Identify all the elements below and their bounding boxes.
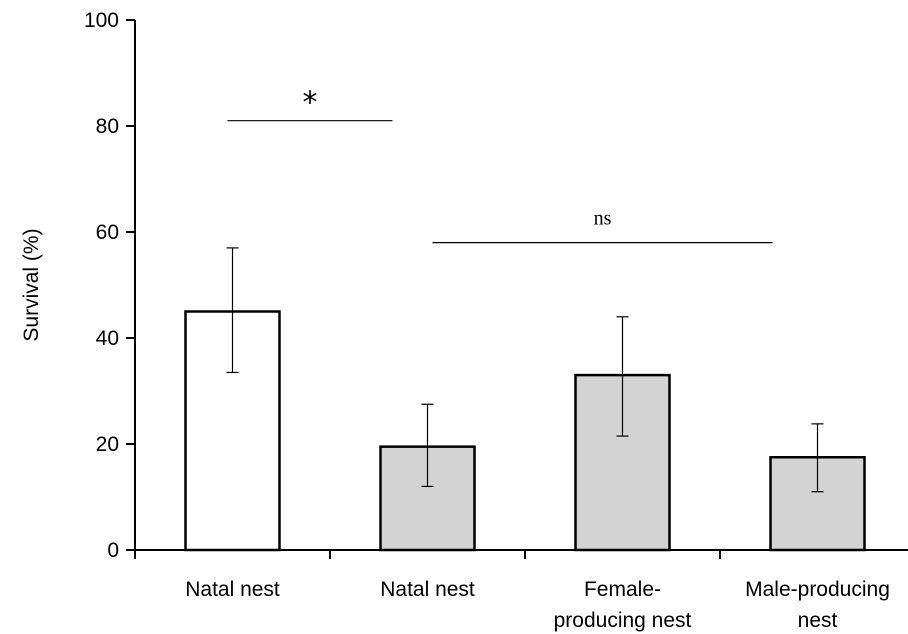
y-tick-label: 0 [107,539,119,562]
significance-annotations: * ns [227,86,773,244]
x-tick-label: Female-producing nest [554,578,692,632]
error-bars [226,247,824,493]
x-tick-label: Natal nest [380,578,475,601]
x-tick-label-line: Male-producing [745,578,890,601]
y-tick-label: 40 [96,327,119,350]
y-tick-label: 100 [84,9,119,32]
y-axis-label: Survival (%) [20,228,43,341]
x-tick-label-line: Natal nest [380,578,475,601]
x-tick-label-line: Natal nest [185,578,280,601]
x-tick-label-line: producing nest [554,609,692,632]
x-tick-label: Natal nest [185,578,280,601]
significance-star-label: * [303,86,318,121]
y-tick-label: 20 [96,433,119,456]
y-tick-label: 60 [96,221,119,244]
x-tick-labels: Natal nest Natal nest Female-producing nes… [185,578,890,632]
bars [184,310,866,552]
x-tick-label: Male-producing nest [745,578,890,632]
y-tick-label: 80 [96,115,119,138]
x-tick-label-line: Female- [584,578,661,601]
x-tick-label-line: nest [798,609,838,632]
significance-ns-label: ns [594,208,612,230]
